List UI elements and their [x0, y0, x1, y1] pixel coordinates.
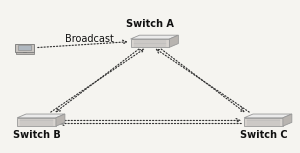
- Polygon shape: [17, 114, 65, 118]
- Text: Broadcast: Broadcast: [65, 34, 114, 44]
- Polygon shape: [16, 52, 34, 54]
- Text: Switch C: Switch C: [240, 130, 287, 140]
- Polygon shape: [244, 118, 283, 126]
- Text: Switch A: Switch A: [126, 19, 174, 29]
- Polygon shape: [18, 45, 31, 50]
- Polygon shape: [169, 35, 178, 47]
- Polygon shape: [130, 39, 170, 47]
- Polygon shape: [130, 35, 178, 39]
- Polygon shape: [56, 114, 65, 126]
- Polygon shape: [17, 118, 56, 126]
- Text: Switch B: Switch B: [13, 130, 60, 140]
- Polygon shape: [15, 44, 34, 52]
- Polygon shape: [283, 114, 292, 126]
- Polygon shape: [244, 114, 292, 118]
